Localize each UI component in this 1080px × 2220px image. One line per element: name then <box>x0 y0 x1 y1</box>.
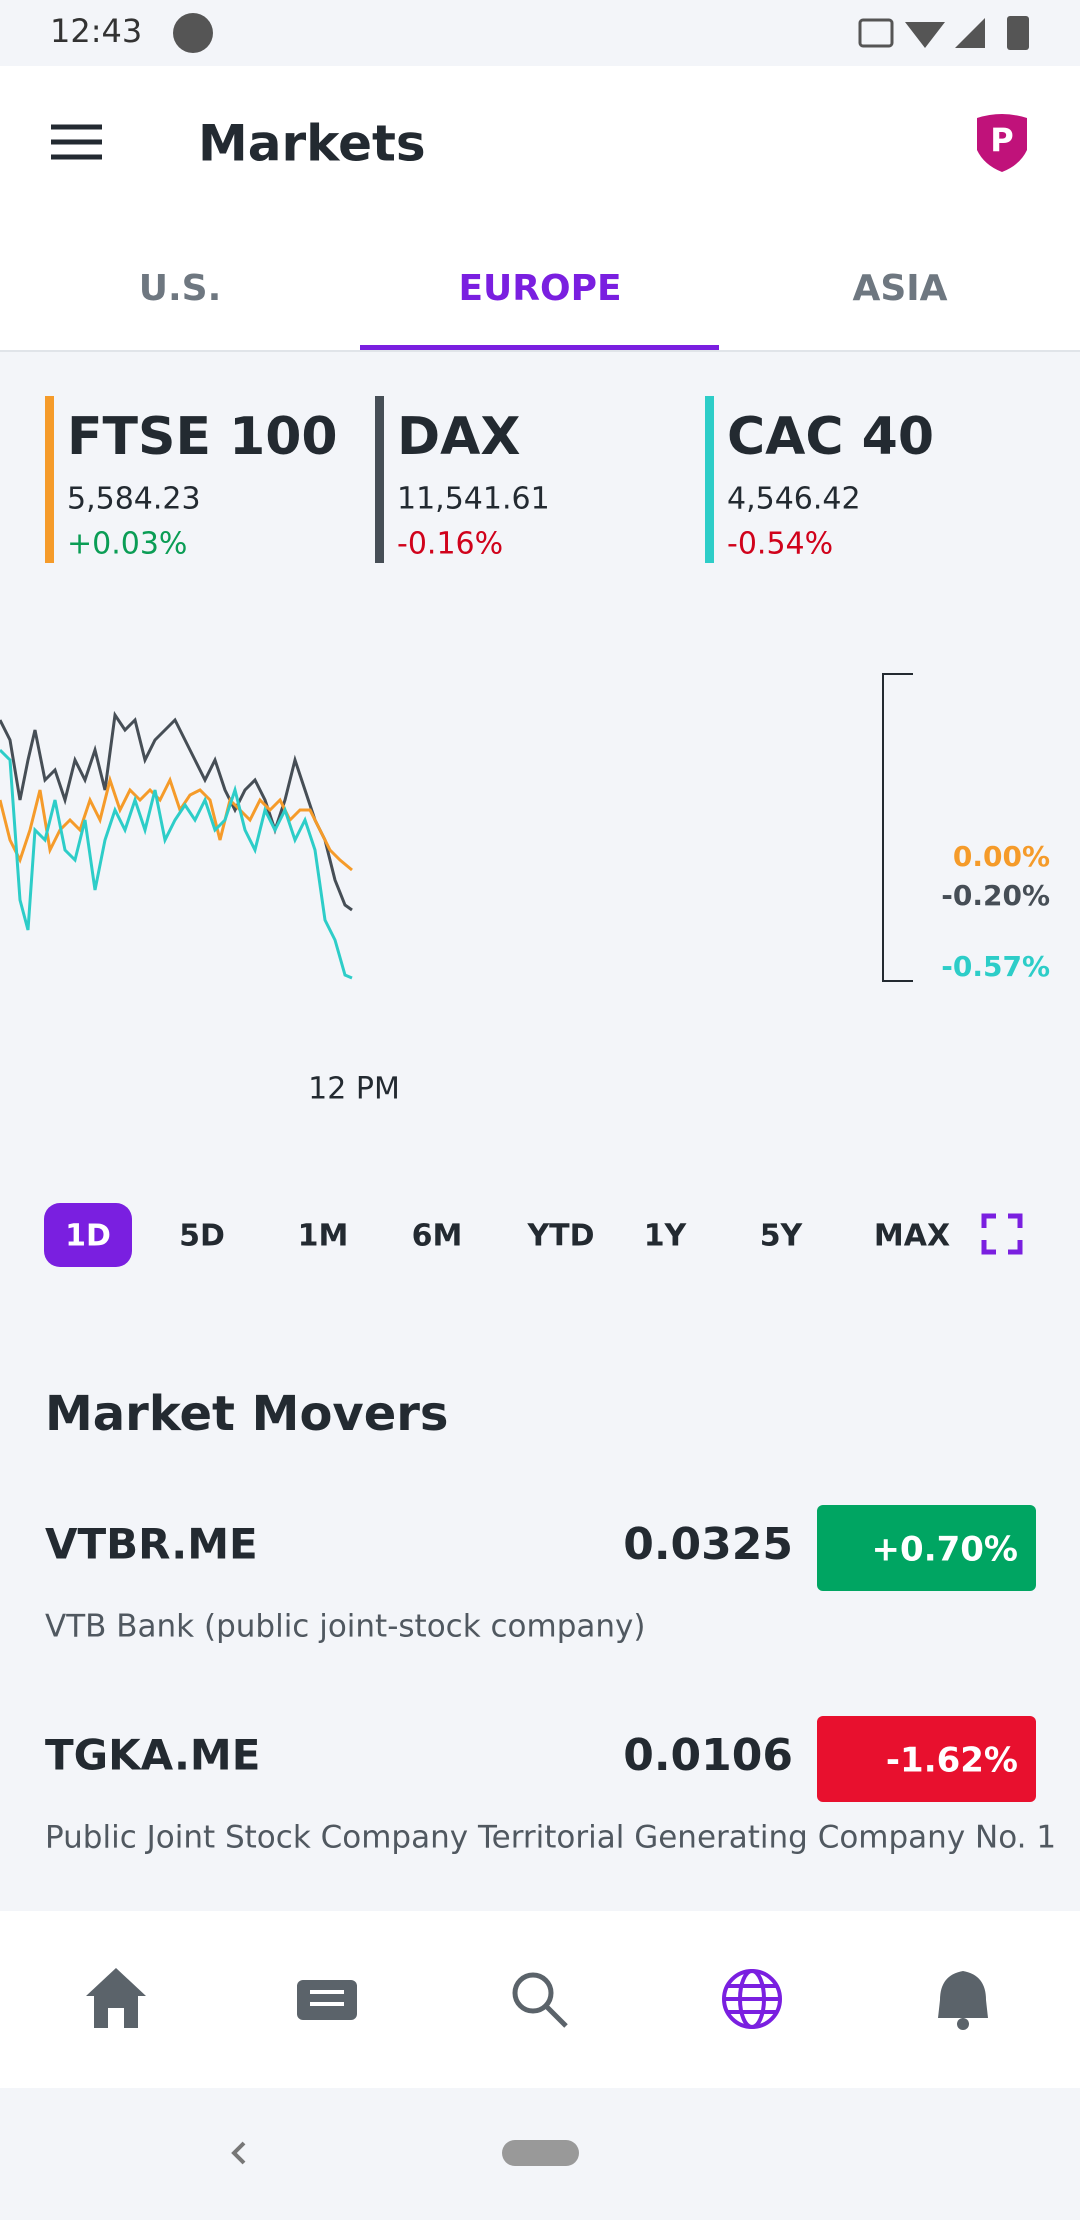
bottom-nav <box>0 1911 1080 2088</box>
range-button[interactable]: 6M <box>412 1219 463 1254</box>
index-value: 11,541.61 <box>397 482 550 517</box>
menu-button[interactable] <box>51 124 102 160</box>
fullscreen-button[interactable] <box>981 1213 1023 1255</box>
profile-button[interactable]: P <box>977 114 1027 172</box>
tab-indicator <box>360 345 719 351</box>
index-name[interactable]: DAX <box>397 407 521 467</box>
tab[interactable]: ASIA <box>852 268 947 309</box>
svg-text:P: P <box>990 121 1013 159</box>
index-color-bar <box>375 396 384 563</box>
range-selected <box>44 1203 132 1267</box>
range-button[interactable]: 1Y <box>644 1219 688 1254</box>
header <box>0 66 1080 351</box>
mover-name: VTB Bank (public joint-stock company) <box>45 1609 645 1645</box>
chart-bracket <box>882 673 913 982</box>
dax-line <box>0 710 353 912</box>
range-button[interactable]: 1D <box>65 1219 111 1254</box>
mover-symbol[interactable]: VTBR.ME <box>45 1520 258 1569</box>
range-button[interactable]: YTD <box>526 1219 594 1254</box>
tab[interactable]: U.S. <box>139 268 222 309</box>
system-back[interactable] <box>231 2141 246 2165</box>
mover-change-box[interactable] <box>817 1716 1036 1802</box>
nav-notifications[interactable] <box>938 1971 988 2030</box>
nav-markets[interactable] <box>722 1969 782 2029</box>
mover-change: -1.62% <box>886 1741 1018 1781</box>
mover-price: 0.0106 <box>623 1730 793 1781</box>
time-label: 12 PM <box>308 1072 400 1107</box>
index-value: 5,584.23 <box>67 482 201 517</box>
nav-home[interactable] <box>86 1968 146 2028</box>
system-home[interactable] <box>502 2140 579 2166</box>
chart-end-label: -0.57% <box>941 950 1050 983</box>
mover-change-box[interactable] <box>817 1505 1036 1591</box>
index-name[interactable]: FTSE 100 <box>67 407 338 467</box>
index-value: 4,546.42 <box>727 482 861 517</box>
index-color-bar <box>705 396 714 563</box>
chart-end-label: -0.20% <box>941 879 1050 912</box>
nav-news[interactable] <box>297 1980 357 2020</box>
mover-symbol[interactable]: TGKA.ME <box>45 1731 260 1780</box>
nav-search[interactable] <box>512 1972 568 2028</box>
range-button[interactable]: MAX <box>874 1219 950 1254</box>
index-color-bar <box>45 396 54 563</box>
mover-change: +0.70% <box>872 1530 1018 1570</box>
mover-price: 0.0325 <box>623 1519 793 1570</box>
cac-line <box>0 748 353 980</box>
index-name[interactable]: CAC 40 <box>727 407 934 467</box>
status-time: 12:43 <box>50 12 142 50</box>
index-change: -0.16% <box>397 527 503 562</box>
page-title: Markets <box>198 115 426 173</box>
status-icon <box>173 13 213 53</box>
chart <box>0 673 913 982</box>
range-button[interactable]: 5D <box>179 1219 225 1254</box>
chart-end-label: 0.00% <box>953 840 1050 873</box>
ftse-line <box>0 774 353 872</box>
status-icons <box>858 16 1029 50</box>
tab[interactable]: EUROPE <box>458 268 621 309</box>
mover-name: Public Joint Stock Company Territorial G… <box>45 1820 1056 1856</box>
section-title: Market Movers <box>45 1386 449 1442</box>
range-button[interactable]: 5Y <box>760 1219 804 1254</box>
index-change: +0.03% <box>67 527 187 562</box>
range-button[interactable]: 1M <box>298 1219 349 1254</box>
index-change: -0.54% <box>727 527 833 562</box>
